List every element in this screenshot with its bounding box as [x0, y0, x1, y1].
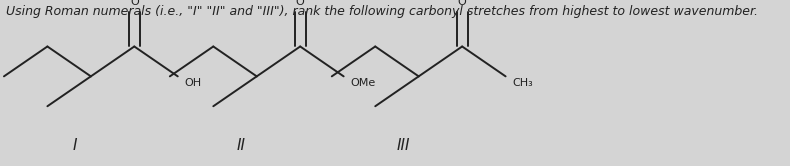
Text: O: O — [457, 0, 467, 7]
Text: I: I — [73, 138, 77, 153]
Text: CH₃: CH₃ — [512, 78, 532, 88]
Text: III: III — [396, 138, 410, 153]
Text: II: II — [236, 138, 246, 153]
Text: Using Roman numerals (i.e., "I" "II" and "III"), rank the following carbonyl str: Using Roman numerals (i.e., "I" "II" and… — [6, 5, 758, 18]
Text: O: O — [130, 0, 139, 7]
Text: OH: OH — [184, 78, 201, 88]
Text: OMe: OMe — [350, 78, 375, 88]
Text: O: O — [295, 0, 305, 7]
